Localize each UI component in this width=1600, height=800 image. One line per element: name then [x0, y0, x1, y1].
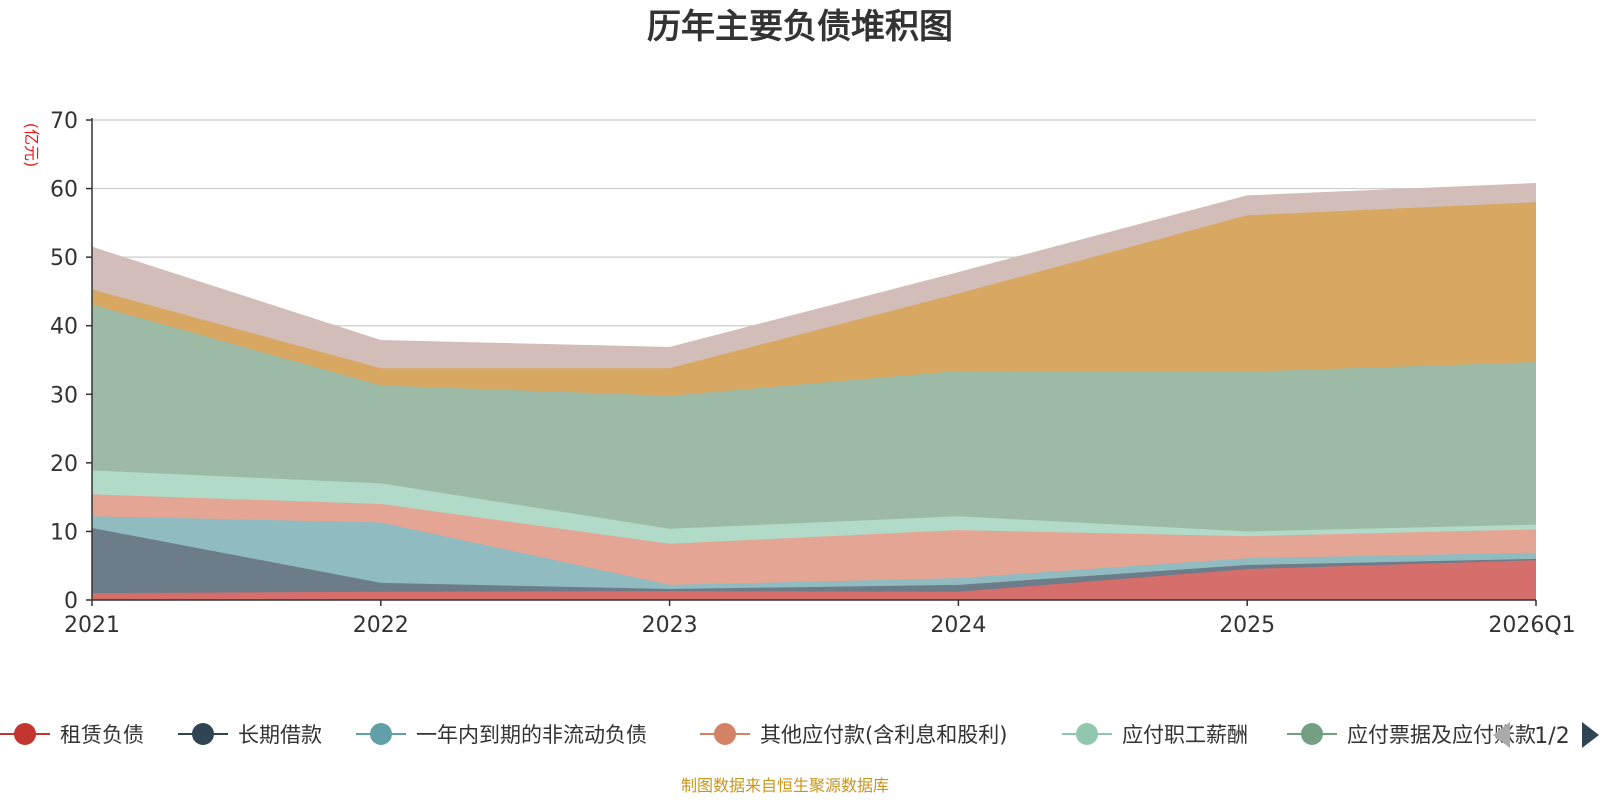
x-tick-label: 2022 — [353, 613, 409, 638]
legend-circle-marker — [1301, 723, 1323, 745]
legend-label: 长期借款 — [238, 723, 322, 747]
legend-label: 一年内到期的非流动负债 — [416, 723, 647, 747]
legend-item-1[interactable]: 长期借款 — [178, 723, 322, 747]
area-series-2 — [92, 516, 1536, 589]
y-tick-label: 40 — [50, 315, 78, 340]
y-tick-label: 10 — [50, 520, 78, 545]
legend-circle-marker — [1076, 723, 1098, 745]
y-axis-unit-label: (亿元) — [22, 123, 41, 168]
area-series-3 — [92, 494, 1536, 585]
area-series-4 — [92, 470, 1536, 544]
y-tick-label: 70 — [50, 109, 78, 134]
y-tick-label: 20 — [50, 452, 78, 477]
area-series-edge-7 — [91, 183, 1537, 349]
legend-item-0[interactable]: 租赁负债 — [0, 723, 144, 747]
area-series-7 — [92, 183, 1536, 369]
legend-page-indicator: 1/2 — [1534, 724, 1569, 749]
x-tick-label: 2023 — [642, 613, 698, 638]
legend-next-page-icon[interactable] — [1582, 722, 1599, 748]
area-series-1 — [92, 528, 1536, 594]
x-tick-label: 2026Q1 — [1488, 613, 1575, 638]
legend-circle-marker — [192, 723, 214, 745]
x-tick-label: 2024 — [930, 613, 986, 638]
legend-item-3[interactable]: 其他应付款(含利息和股利) — [700, 723, 1007, 747]
data-source-note: 制图数据来自恒生聚源数据库 — [681, 776, 889, 795]
area-layers — [91, 183, 1537, 600]
area-series-0 — [92, 560, 1536, 600]
y-tick-label: 60 — [50, 178, 78, 203]
legend-prev-page-icon[interactable] — [1493, 722, 1510, 748]
chart-title: 历年主要负债堆积图 — [647, 7, 953, 47]
y-tick-label: 30 — [50, 383, 78, 408]
y-tick-label: 0 — [64, 589, 78, 614]
legend-item-2[interactable]: 一年内到期的非流动负债 — [356, 723, 647, 747]
x-tick-label: 2021 — [64, 613, 120, 638]
legend-pager[interactable]: 1/2 — [1493, 722, 1599, 749]
legend-circle-marker — [714, 723, 736, 745]
legend-label: 租赁负债 — [60, 723, 144, 747]
legend[interactable]: 租赁负债 长期借款 一年内到期的非流动负债 其他应付款(含利息和股利) 应付职工薪酬 应付… — [0, 723, 1536, 747]
legend-circle-marker — [14, 723, 36, 745]
y-tick-label: 50 — [50, 246, 78, 271]
area-series-5 — [92, 304, 1536, 532]
legend-label: 其他应付款(含利息和股利) — [760, 723, 1007, 747]
legend-circle-marker — [370, 723, 392, 745]
axes: 0 10 20 30 40 50 60 70 2021 2022 2023 2024 2025 2026Q… — [50, 109, 1576, 638]
area-series-6 — [92, 202, 1536, 396]
legend-item-4[interactable]: 应付职工薪酬 — [1062, 723, 1248, 747]
legend-label: 应付职工薪酬 — [1122, 723, 1248, 747]
x-tick-label: 2025 — [1219, 613, 1275, 638]
